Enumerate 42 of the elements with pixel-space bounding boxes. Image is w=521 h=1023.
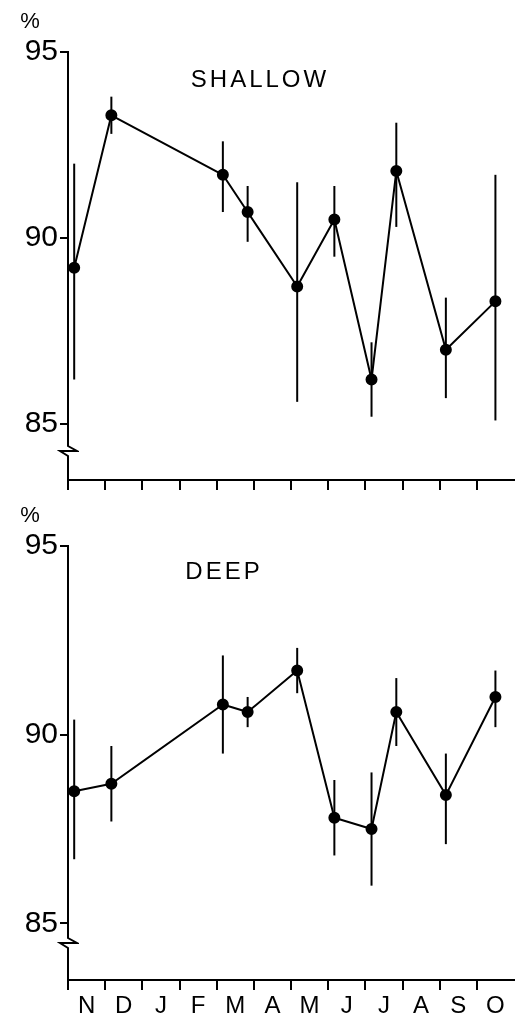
point	[291, 664, 304, 677]
x-tick-label: M	[225, 991, 246, 1019]
point	[390, 165, 403, 178]
x-tick-label: A	[413, 991, 430, 1019]
point	[390, 706, 403, 719]
y-tick-label: 90	[24, 715, 58, 749]
point	[365, 373, 378, 386]
y-axis-title: %	[20, 502, 40, 528]
text: SHALLOW	[190, 64, 330, 92]
y-tick-label: 95	[24, 33, 58, 67]
x-tick-label: A	[264, 991, 281, 1019]
point	[241, 706, 254, 719]
point	[68, 261, 81, 274]
point	[291, 280, 304, 293]
x-tick-label: J	[377, 991, 390, 1019]
x-tick-label: S	[450, 991, 467, 1019]
y-tick-label: 90	[24, 219, 58, 253]
point	[105, 777, 118, 790]
point	[328, 213, 341, 226]
point	[68, 785, 81, 798]
point	[216, 168, 229, 181]
x-tick-label: J	[340, 991, 353, 1019]
point	[241, 206, 254, 219]
point	[365, 823, 378, 836]
point	[328, 811, 341, 824]
y-tick-label: 85	[24, 904, 58, 938]
point	[489, 295, 502, 308]
point	[105, 109, 118, 122]
y-axis-title: %	[20, 8, 40, 34]
point	[489, 690, 502, 703]
point	[216, 698, 229, 711]
chart-title: DEEP	[185, 556, 263, 584]
y-tick-label: 85	[24, 405, 58, 439]
x-tick-label: N	[77, 991, 96, 1019]
y-tick-label: 95	[24, 527, 58, 561]
point	[439, 343, 452, 356]
x-tick-label: F	[190, 991, 206, 1019]
x-tick-label: M	[299, 991, 320, 1019]
point	[439, 789, 452, 802]
x-tick-label: O	[486, 991, 505, 1019]
x-tick-label: D	[115, 991, 133, 1019]
x-tick-label: J	[154, 991, 167, 1019]
